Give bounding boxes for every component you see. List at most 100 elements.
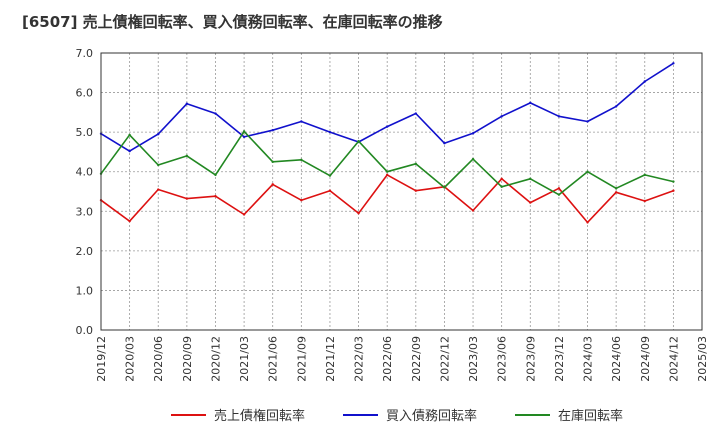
data-point-series-2 [557,115,561,118]
data-point-series-1 [414,189,418,192]
x-tick-label: 2024/09 [639,336,652,382]
x-tick-label: 2020/12 [209,336,222,382]
data-point-series-2 [214,112,217,115]
data-point-series-1 [357,212,360,215]
data-point-series-3 [643,173,646,177]
x-tick-label: 2025/03 [696,336,709,382]
data-point-series-3 [300,158,303,162]
data-point-series-3 [357,140,360,143]
legend-label-3: 在庫回転率 [558,408,623,424]
x-tick-label: 2022/09 [410,336,423,382]
data-point-series-1 [300,199,303,202]
x-tick-label: 2024/12 [667,336,680,382]
data-point-series-2 [385,125,389,128]
data-point-series-3 [214,173,217,177]
data-point-series-3 [271,160,274,164]
x-tick-label: 2022/03 [353,336,366,382]
data-point-series-1 [157,188,160,191]
data-point-series-3 [128,133,131,137]
legend: 売上債権回転率 買入債務回転率 在庫回転率 [171,408,623,424]
data-point-series-3 [500,185,503,188]
data-point-series-3 [443,186,446,189]
x-tick-label: 2021/09 [295,336,308,382]
y-tick-label: 6.0 [76,87,94,100]
data-point-series-1 [557,187,561,190]
chart-title: [6507] 売上債権回転率、買入債務回転率、在庫回転率の推移 [22,13,443,31]
data-point-series-2 [529,101,532,105]
y-tick-label: 3.0 [76,205,94,218]
data-point-series-1 [242,213,246,216]
y-tick-label: 0.0 [76,324,94,337]
data-point-series-1 [385,173,389,177]
x-tick-label: 2024/03 [582,336,595,382]
x-tick-label: 2020/06 [152,336,165,382]
x-axis-ticks: 2019/12 2020/03 2020/06 2020/09 2020/12 2021/… [95,336,709,382]
data-point-series-2 [614,105,618,108]
x-tick-label: 2023/09 [524,336,537,382]
data-point-series-1 [643,199,646,203]
x-tick-label: 2023/12 [553,336,566,382]
data-point-series-2 [157,132,160,136]
data-point-series-1 [672,189,675,192]
data-point-series-1 [328,189,332,192]
y-tick-label: 1.0 [76,284,94,297]
data-point-series-1 [586,221,589,224]
data-point-series-1 [614,191,618,194]
data-point-series-3 [185,154,189,158]
data-point-series-3 [157,163,160,167]
data-point-series-3 [614,187,618,190]
data-point-series-2 [471,132,475,135]
x-tick-label: 2021/03 [238,336,251,382]
data-point-series-3 [471,157,475,161]
legend-label-2: 買入債務回転率 [386,408,477,424]
x-tick-label: 2020/03 [124,336,137,382]
data-point-series-2 [500,115,503,118]
data-point-series-2 [328,130,332,134]
y-tick-label: 2.0 [76,245,94,258]
data-point-series-2 [643,80,646,83]
data-point-series-1 [185,197,189,200]
x-tick-label: 2023/06 [496,336,509,382]
data-point-series-1 [214,195,217,198]
plot-frame [100,52,703,331]
x-tick-label: 2021/12 [324,336,337,382]
x-tick-label: 2020/09 [181,336,194,382]
x-tick-label: 2022/06 [381,336,394,382]
data-point-series-2 [242,135,246,139]
data-point-series-2 [300,120,303,123]
y-axis-ticks: 0.0 1.0 2.0 3.0 4.0 5.0 6.0 7.0 [76,47,94,337]
x-tick-label: 2022/12 [438,336,451,382]
x-tick-label: 2024/06 [610,336,623,382]
data-point-series-2 [271,128,274,132]
data-point-series-3 [529,177,532,181]
data-point-series-2 [414,112,418,115]
data-point-series-2 [185,102,189,105]
data-point-series-3 [586,170,589,173]
data-point-series-3 [672,180,675,183]
data-point-series-2 [672,62,675,65]
data-point-series-3 [385,170,389,173]
x-tick-label: 2019/12 [95,336,108,382]
data-point-series-2 [443,142,446,145]
grid-lines [101,53,702,330]
data-point-series-1 [500,177,503,181]
data-point-series-2 [586,120,589,123]
y-tick-label: 7.0 [76,47,94,60]
y-tick-label: 5.0 [76,126,94,139]
data-point-series-3 [557,193,561,196]
data-point-series-1 [128,219,131,223]
data-point-series-3 [328,174,332,177]
plot-area [101,53,702,330]
x-tick-label: 2023/03 [467,336,480,382]
data-point-series-1 [271,183,274,186]
series-lines [99,62,675,224]
data-point-series-1 [529,201,532,204]
x-tick-label: 2021/06 [267,336,280,382]
y-tick-label: 4.0 [76,166,94,179]
data-point-series-3 [242,130,246,133]
legend-label-1: 売上債権回転率 [214,408,305,424]
data-point-series-2 [128,149,131,153]
data-point-series-3 [414,162,418,165]
data-point-series-1 [471,209,475,212]
